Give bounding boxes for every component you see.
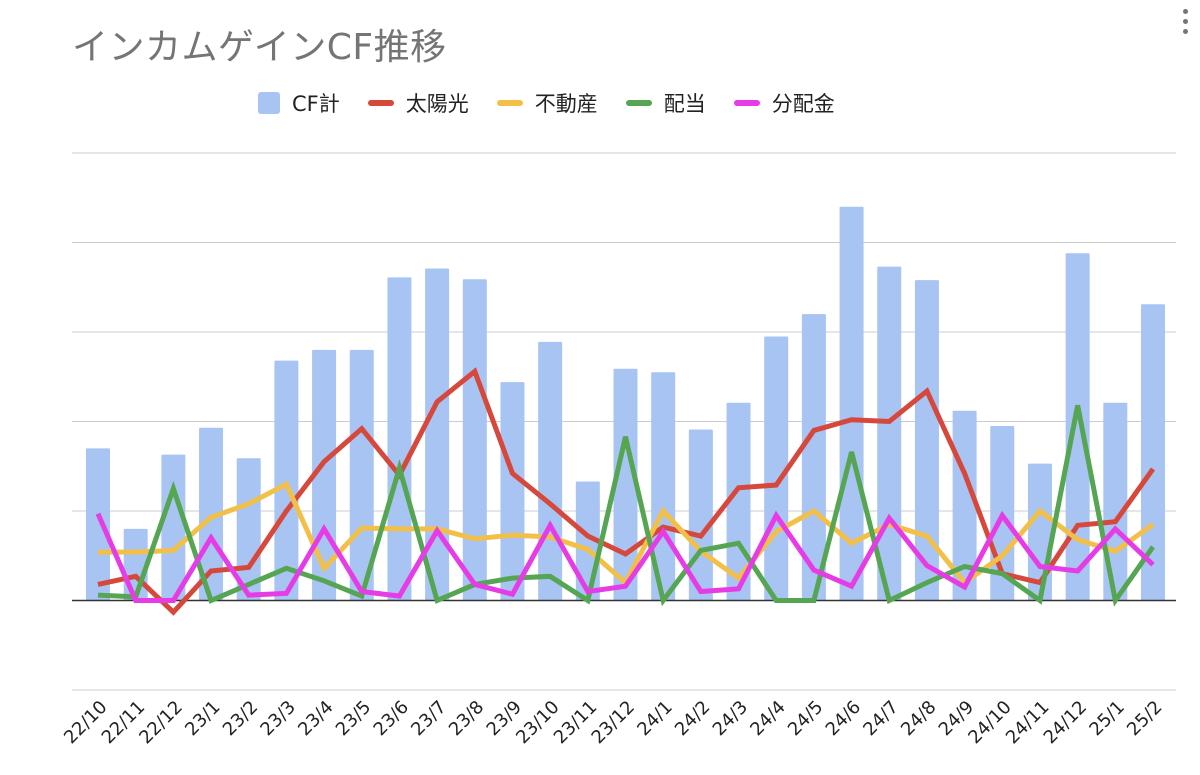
legend-swatch-cf-total [258,92,280,114]
legend-swatch-fund-dividend [733,100,760,106]
x-tick-label: 23/4 [294,697,337,740]
legend-label-cf-total: CF計 [292,92,340,116]
x-tick-label: 23/8 [445,697,488,740]
bar-cf-total [462,279,487,601]
bar-cf-total [274,360,299,601]
x-tick-label: 23/2 [219,697,262,740]
bar-cf-total [1065,253,1090,601]
legend-label-dividend: 配当 [663,92,706,116]
x-tick-label: 25/1 [1085,697,1128,740]
legend-label-fund-dividend: 分配金 [771,92,835,116]
legend-item-solar[interactable]: 太陽光 [367,88,469,118]
x-tick-label: 24/7 [859,697,902,740]
bar-cf-total [199,427,224,601]
bar-cf-total [538,341,563,601]
line-series-group [95,367,1156,616]
legend-item-fund-dividend[interactable]: 分配金 [733,88,835,118]
legend-swatch-solar [367,100,394,106]
x-tick-label: 24/2 [671,697,714,740]
x-tick-label: 24/5 [784,697,827,740]
x-tick-label: 24/4 [746,697,789,740]
bar-cf-total [877,266,902,601]
x-tick-label: 23/12 [588,697,640,749]
chart-title: インカムゲインCF推移 [72,27,447,68]
x-tick-label: 23/3 [256,697,299,740]
x-tick-label: 23/5 [332,697,375,740]
x-tick-label: 24/1 [633,697,676,740]
legend-label-solar: 太陽光 [405,92,469,116]
bar-cf-total [161,454,186,601]
bar-cf-total [387,277,412,601]
bar-cf-total [914,280,939,601]
x-tick-label: 23/1 [181,697,224,740]
legend-item-cf-total[interactable]: CF計 [258,88,340,118]
bar-cf-total [500,382,525,601]
legend-swatch-dividend [625,100,652,106]
bar-cf-total [839,206,864,601]
bar-cf-total [425,268,450,601]
x-tick-label: 24/8 [897,697,940,740]
chart-legend: CF計 太陽光 不動産 配当 分配金 [258,88,835,118]
legend-label-real-estate: 不動産 [534,92,598,116]
bar-series-cf-total [86,206,1165,601]
x-tick-label: 23/7 [407,697,450,740]
x-tick-label: 23/6 [370,697,413,740]
x-tick-label: 24/3 [709,697,752,740]
x-tick-label: 25/2 [1123,697,1166,740]
bar-cf-total [613,368,638,601]
menu-dot [1182,8,1188,14]
x-axis-tick-labels: 22/1022/1122/1223/123/223/323/423/523/62… [60,697,1167,749]
bar-cf-total [801,314,826,601]
menu-dot [1182,18,1188,24]
bar-cf-total [764,336,789,601]
bar-cf-total [86,448,110,601]
bar-cf-total [236,458,261,601]
x-tick-label: 24/12 [1040,697,1092,749]
x-tick-label: 22/12 [135,697,187,749]
legend-item-dividend[interactable]: 配当 [625,88,706,118]
vertical-ellipsis-icon[interactable] [1178,6,1192,36]
legend-item-real-estate[interactable]: 不動産 [496,88,598,118]
x-tick-label: 24/6 [822,697,865,740]
menu-dot [1182,28,1188,34]
legend-swatch-real-estate [496,100,523,106]
bar-cf-total [1103,402,1128,601]
